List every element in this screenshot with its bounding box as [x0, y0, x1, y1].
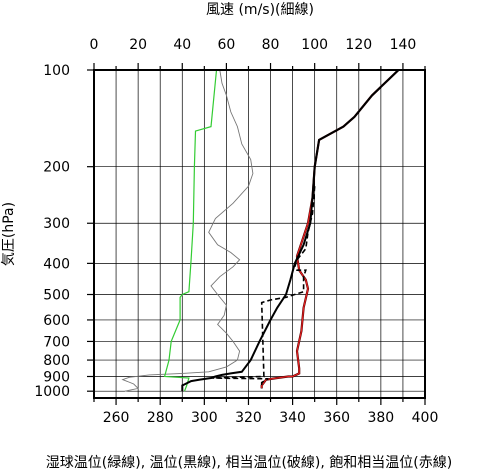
series-line-wet-bulb-potential-temperature	[163, 69, 218, 392]
top-tick-label: 140	[390, 37, 417, 53]
bottom-tick-label: 260	[103, 410, 130, 426]
top-tick-label: 60	[217, 37, 235, 53]
plot-frame	[93, 69, 426, 399]
series-line-wind-speed	[121, 69, 254, 392]
bottom-tick-label: 280	[147, 410, 174, 426]
bottom-tick-label: 340	[279, 410, 306, 426]
left-tick-label: 1000	[34, 384, 70, 400]
bottom-tick-label: 400	[412, 410, 439, 426]
left-tick-label: 200	[43, 160, 70, 176]
y-axis-title: 気圧(hPa)	[1, 202, 17, 266]
series-line-equivalent-potential-temperature	[210, 186, 316, 389]
tick-labels: 260 280 300 320 340 360 380 400 0 20 40 60 80 100 120 1…	[34, 37, 438, 426]
left-tick-label: 400	[43, 256, 70, 272]
tick-marks	[87, 63, 426, 405]
top-tick-label: 0	[90, 37, 99, 53]
left-tick-label: 100	[43, 63, 70, 79]
top-tick-label: 120	[345, 37, 372, 53]
grid-lines	[94, 70, 425, 398]
top-tick-label: 40	[173, 37, 191, 53]
left-tick-label: 300	[43, 216, 70, 232]
bottom-tick-label: 380	[367, 410, 394, 426]
bottom-tick-label: 360	[323, 410, 350, 426]
left-tick-label: 600	[43, 313, 70, 329]
top-tick-label: 100	[301, 37, 328, 53]
series-layer	[121, 69, 400, 392]
top-axis-title: 風速 (m/s)(細線)	[206, 2, 314, 18]
bottom-tick-label: 300	[191, 410, 218, 426]
left-tick-label: 800	[43, 353, 70, 369]
top-tick-label: 20	[129, 37, 147, 53]
top-tick-label: 80	[262, 37, 280, 53]
left-tick-label: 500	[43, 288, 70, 304]
left-tick-label: 900	[43, 369, 70, 385]
left-tick-label: 700	[43, 334, 70, 350]
series-line-potential-temperature	[181, 69, 400, 392]
series-line-saturated-equivalent-outline	[260, 69, 400, 389]
bottom-tick-label: 320	[235, 410, 262, 426]
bottom-axis-title: 湿球温位(緑線), 温位(黒線), 相当温位(破線), 飽和相当温位(赤線)	[46, 454, 452, 471]
series-line-saturated-equivalent-potential-temperature	[261, 69, 399, 389]
